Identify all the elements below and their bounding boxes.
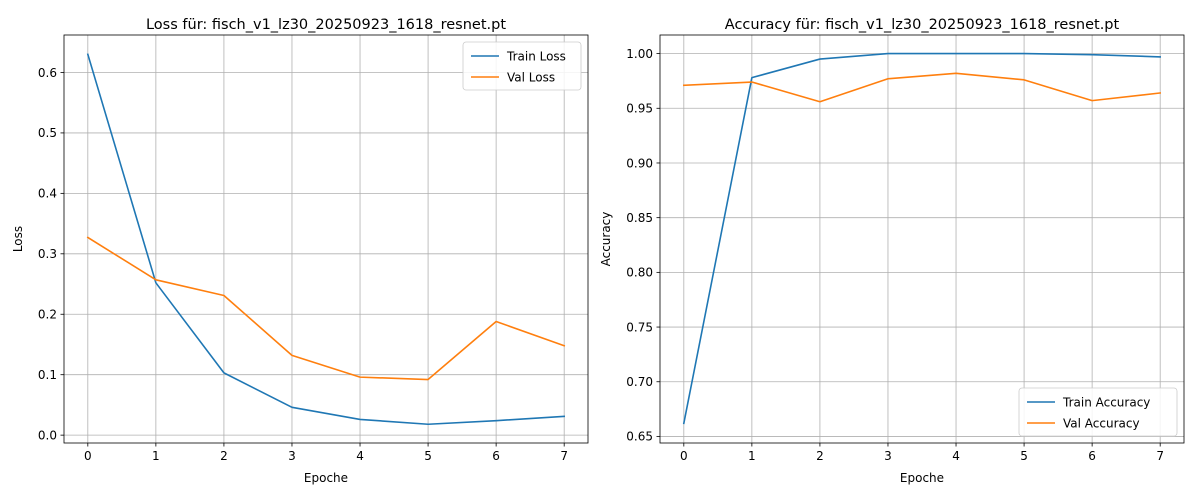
y-tick-label: 0.6 bbox=[38, 66, 57, 80]
x-tick-label: 6 bbox=[492, 449, 500, 463]
y-tick-label: 0.85 bbox=[626, 211, 653, 225]
legend-label: Val Loss bbox=[507, 70, 555, 84]
y-tick-label: 0.2 bbox=[38, 308, 57, 322]
x-tick-label: 4 bbox=[952, 449, 960, 463]
y-tick-label: 0.3 bbox=[38, 247, 57, 261]
x-tick-label: 4 bbox=[356, 449, 364, 463]
y-axis-label: Accuracy bbox=[599, 212, 613, 267]
x-tick-label: 1 bbox=[748, 449, 756, 463]
gridlines bbox=[64, 35, 588, 443]
legend-box bbox=[462, 41, 582, 91]
x-tick-label: 1 bbox=[152, 449, 160, 463]
x-axis-label: Epoche bbox=[304, 471, 348, 485]
chart-panel-loss: 0 1 2 3 4 5 6 7 0.0 0.1 0.2 0.3 0.4 0.5 0.6 Loss für: f… bbox=[11, 17, 589, 485]
x-tick-label: 2 bbox=[816, 449, 824, 463]
legend-box bbox=[1018, 387, 1178, 437]
x-tick-label: 0 bbox=[680, 449, 688, 463]
y-tick-label: 0.1 bbox=[38, 368, 57, 382]
series-line-val-accuracy bbox=[682, 72, 1162, 103]
gridlines bbox=[660, 35, 1184, 443]
plot-frame bbox=[659, 34, 1185, 444]
y-axis-label: Loss bbox=[11, 226, 25, 252]
x-tick-label: 5 bbox=[424, 449, 432, 463]
x-axis-label: Epoche bbox=[900, 471, 944, 485]
series-line-val-loss bbox=[86, 236, 566, 381]
y-tick-label: 0.70 bbox=[626, 375, 653, 389]
legend-label: Val Accuracy bbox=[1063, 416, 1140, 430]
y-tick-label: 0.95 bbox=[626, 102, 653, 116]
y-tick-label: 0.80 bbox=[626, 266, 653, 280]
y-tick-label: 0.90 bbox=[626, 156, 653, 170]
y-tick-label: 0.5 bbox=[38, 126, 57, 140]
y-tick-label: 1.00 bbox=[626, 47, 653, 61]
x-tick-label: 7 bbox=[1156, 449, 1164, 463]
chart-title: Accuracy für: fisch_v1_lz30_20250923_161… bbox=[725, 17, 1120, 33]
chart-title: Loss für: fisch_v1_lz30_20250923_1618_re… bbox=[146, 17, 506, 33]
x-tick-label: 2 bbox=[220, 449, 228, 463]
x-tick-label: 5 bbox=[1020, 449, 1028, 463]
x-tick-label: 0 bbox=[84, 449, 92, 463]
chart-panel-accuracy: 0 1 2 3 4 5 6 7 0.65 0.70 0.75 0.80 0.85 0.90 0.95 1.00… bbox=[599, 17, 1185, 485]
x-tick-label: 3 bbox=[288, 449, 296, 463]
x-tick-label: 7 bbox=[560, 449, 568, 463]
legend-label: Train Accuracy bbox=[1062, 395, 1150, 409]
plot-frame bbox=[63, 34, 589, 444]
y-tick-label: 0.4 bbox=[38, 187, 57, 201]
legend: Train Accuracy Val Accuracy bbox=[1018, 387, 1178, 437]
y-tick-label: 0.75 bbox=[626, 320, 653, 334]
series-line-train-loss bbox=[86, 53, 566, 426]
x-tick-label: 6 bbox=[1088, 449, 1096, 463]
y-tick-label: 0.65 bbox=[626, 430, 653, 444]
x-tick-label: 3 bbox=[884, 449, 892, 463]
legend-label: Train Loss bbox=[506, 49, 566, 63]
legend: Train Loss Val Loss bbox=[462, 41, 582, 91]
series-line-train-accuracy bbox=[682, 52, 1162, 425]
y-tick-label: 0.0 bbox=[38, 428, 57, 442]
